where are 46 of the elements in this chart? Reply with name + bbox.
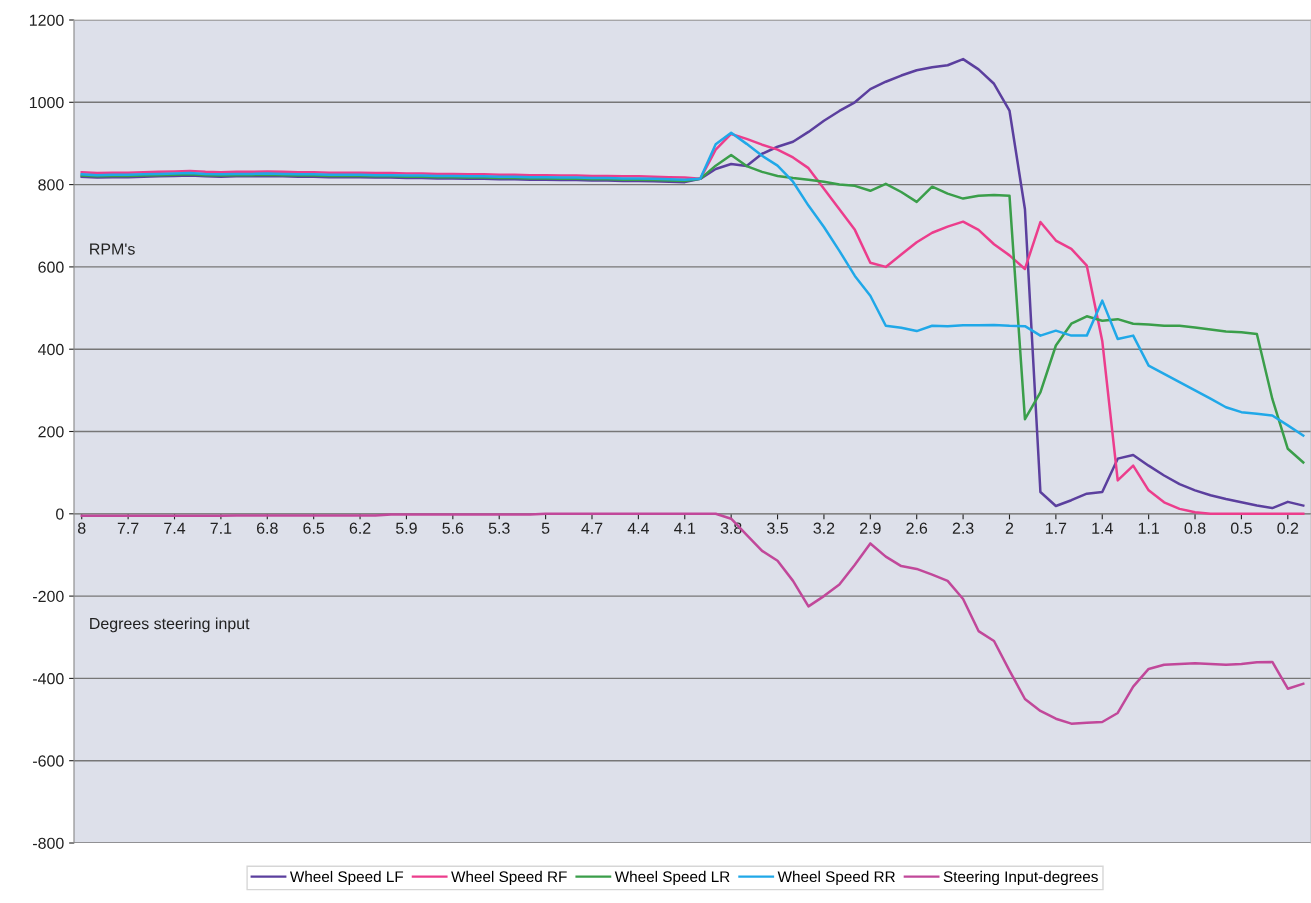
x-tick-label: 2.9 (860, 522, 881, 534)
x-tick-label: 2 (1005, 522, 1014, 534)
x-tick-label: 0.8 (1184, 522, 1206, 534)
x-tick-label: 3.5 (767, 522, 788, 534)
x-tick-label: 0.2 (1277, 522, 1299, 534)
x-tick-label: 6.8 (256, 522, 278, 534)
x-tick-label: 1.1 (1138, 522, 1159, 534)
x-tick-label: 2.6 (906, 522, 928, 534)
y-tick-label: 400 (38, 343, 64, 356)
x-tick-label: 0.5 (1230, 522, 1252, 534)
x-tick-label: 7.7 (117, 522, 139, 534)
annotation: RPM's (90, 243, 135, 255)
x-tick-label: 1.4 (1092, 522, 1113, 534)
x-tick-label: 7.1 (210, 522, 232, 534)
x-tick-label: 6.5 (303, 522, 325, 534)
x-tick-label: 4.7 (581, 522, 603, 534)
y-tick-label: 0 (56, 508, 64, 520)
x-tick-label: 1.7 (1045, 522, 1067, 534)
y-tick-label: 800 (38, 179, 64, 191)
line-series (80, 512, 1305, 725)
x-tick-label: 4.1 (674, 522, 696, 534)
legend-label: Wheel Speed RR (777, 870, 895, 886)
y-tick-label: 1000 (29, 96, 64, 109)
y-tick-label: 1200 (29, 14, 64, 26)
legend-label: Wheel Speed LR (614, 870, 730, 886)
x-tick-label: 5.9 (395, 522, 417, 534)
x-tick-label: 6.2 (349, 522, 371, 534)
y-tick-label: -400 (33, 673, 64, 685)
y-tick-label: 600 (38, 261, 64, 273)
x-tick-label: 7.4 (164, 522, 186, 534)
legend-label: Wheel Speed RF (451, 870, 567, 886)
x-tick-label: 5.3 (488, 522, 510, 534)
x-tick-label: 3.2 (813, 522, 835, 534)
annotation: Degrees steering input (90, 617, 250, 633)
x-tick-label: 8 (77, 522, 86, 534)
legend-label: Wheel Speed LF (289, 870, 404, 886)
x-tick-label: 2.3 (952, 522, 974, 534)
y-tick-label: -200 (33, 590, 64, 603)
line-series (80, 132, 1305, 516)
legend-label: Steering Input-degrees (943, 870, 1098, 886)
y-tick-label: -800 (33, 837, 64, 849)
x-tick-label: 5 (541, 522, 550, 534)
y-tick-label: 200 (38, 426, 64, 438)
x-tick-label: 5.6 (442, 522, 464, 534)
x-tick-label: 4.4 (627, 522, 650, 534)
y-tick-label: -600 (33, 755, 64, 767)
